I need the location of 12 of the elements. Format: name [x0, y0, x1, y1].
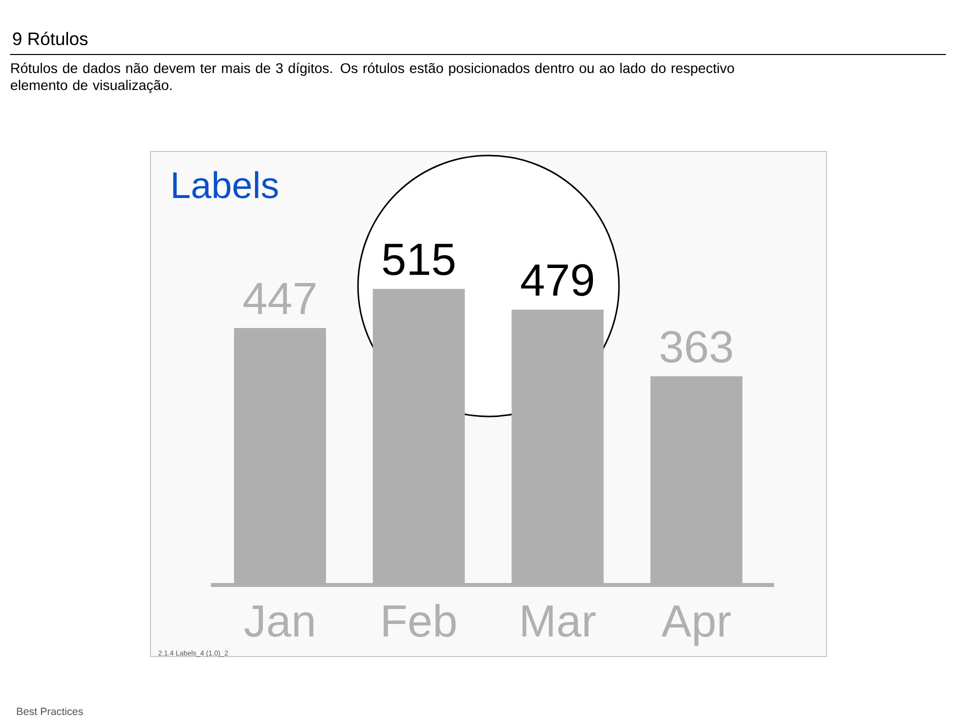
x-tick-label: Jan — [244, 606, 314, 637]
data-label: 479 — [521, 264, 593, 296]
text: Labels — [173, 171, 278, 198]
data-label: 515 — [383, 244, 454, 276]
x-tick-label: Mar — [522, 606, 596, 637]
data-label: 363 — [660, 330, 732, 363]
chart-subtitle: Rótulos de dados não devem ter mais de 3 dígitos. Os rótulos estão posicionados dentro ou ao lado do respectivo elemento de visualização. — [10, 62, 734, 93]
x-tick-label: Feb — [384, 604, 456, 637]
data-label: 447 — [243, 283, 316, 314]
x-tick-label: Apr — [661, 606, 731, 646]
text: Best Practices — [17, 707, 83, 716]
text: 9 Rótulos — [13, 32, 88, 46]
